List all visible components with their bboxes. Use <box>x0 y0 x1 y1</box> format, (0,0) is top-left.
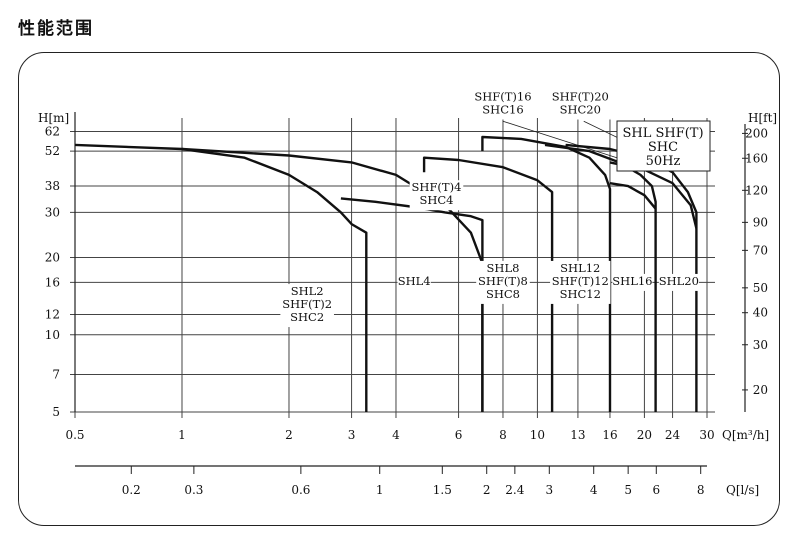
x2-tick-label: 2.4 <box>505 483 524 497</box>
y2-tick-label: 90 <box>753 215 768 229</box>
legend-box <box>616 120 711 172</box>
y-tick-label: 16 <box>45 275 60 289</box>
series-annotation: SHC8 <box>486 287 520 301</box>
legend-text: SHC <box>648 140 678 155</box>
x2-tick-label: 0.6 <box>291 483 310 497</box>
series-curve <box>544 143 657 412</box>
y-tick-label: 62 <box>45 125 60 139</box>
x-tick-label: 20 <box>637 428 652 442</box>
x2-tick-label: 6 <box>652 483 660 497</box>
x2-tick-label: 4 <box>590 483 598 497</box>
y-tick-label: 38 <box>45 179 60 193</box>
y-tick-label: 5 <box>52 405 60 419</box>
annotation-bg <box>658 273 699 291</box>
x2-axis-label: Q[l/s] <box>726 483 759 497</box>
series-curve <box>340 197 484 412</box>
chart-frame <box>18 52 780 526</box>
series-curve <box>74 143 368 412</box>
series-curve <box>481 135 612 412</box>
series-annotation: SHF(T)4 <box>412 180 462 194</box>
series-annotation: SHC16 <box>482 103 523 117</box>
x2-tick-label: 0.3 <box>184 483 203 497</box>
x2-tick-label: 0.2 <box>122 483 141 497</box>
y-tick-label: 52 <box>45 144 60 158</box>
x-tick-label: 16 <box>602 428 617 442</box>
x2-tick-label: 8 <box>697 483 705 497</box>
annotation-bg <box>550 260 611 304</box>
series-annotation: SHF(T)16 <box>474 90 531 104</box>
annotation-bg <box>280 284 334 328</box>
y-tick-label: 7 <box>52 368 60 382</box>
y-tick-label: 30 <box>45 205 60 219</box>
series-annotation: SHC4 <box>419 193 453 207</box>
series-annotation: SHF(T)2 <box>282 297 332 311</box>
series-annotation: SHC2 <box>290 310 324 324</box>
y2-tick-label: 40 <box>753 306 768 320</box>
series-annotation: SHF(T)12 <box>552 274 609 288</box>
annotation-bg <box>612 273 653 291</box>
y2-tick-label: 200 <box>745 126 768 140</box>
x-tick-label: 24 <box>665 428 681 442</box>
y2-axis-label: H[ft] <box>748 111 777 125</box>
x-tick-label: 2 <box>285 428 293 442</box>
series-curve <box>609 182 657 210</box>
series-annotation: SHF(T)20 <box>552 90 609 104</box>
x2-tick-label: 1 <box>376 483 384 497</box>
x-tick-label: 1 <box>178 428 186 442</box>
x2-tick-label: 5 <box>624 483 632 497</box>
series-annotation: SHL2 <box>291 284 324 298</box>
x2-tick-label: 1.5 <box>433 483 452 497</box>
y-axis-label: H[m] <box>38 111 69 125</box>
series-curve <box>565 143 698 412</box>
series-annotation: SHL4 <box>398 274 431 288</box>
y-tick-label: 20 <box>45 251 60 265</box>
annotation-bg <box>397 273 431 291</box>
x-tick-label: 10 <box>530 428 545 442</box>
annotation-bg <box>550 89 611 120</box>
series-annotation: SHF(T)8 <box>478 274 528 288</box>
annotation-bg <box>472 89 534 120</box>
leader-line <box>502 120 624 161</box>
y2-tick-label: 120 <box>745 183 768 197</box>
series-annotation: SHL16 <box>612 274 652 288</box>
x-tick-label: 3 <box>348 428 356 442</box>
x-tick-label: 6 <box>455 428 463 442</box>
x2-tick-label: 3 <box>545 483 553 497</box>
label-layer: SHL2SHF(T)2SHC2SHL4SHF(T)4SHC4SHL8SHF(T)… <box>280 89 711 328</box>
legend-text: SHL SHF(T) <box>622 126 703 141</box>
y2-tick-label: 20 <box>753 383 768 397</box>
x-tick-label: 0.5 <box>65 428 84 442</box>
series-annotation: SHL8 <box>487 261 520 275</box>
y2-tick-label: 50 <box>753 281 768 295</box>
y-tick-label: 10 <box>45 328 60 342</box>
x2-tick-label: 2 <box>483 483 491 497</box>
annotation-bg <box>409 180 464 211</box>
series-curve <box>422 156 554 412</box>
series-annotation: SHC12 <box>560 287 601 301</box>
y2-tick-label: 70 <box>753 243 768 257</box>
x-tick-label: 30 <box>699 428 714 442</box>
series-annotation: SHC20 <box>560 103 601 117</box>
page-title: 性能范围 <box>18 19 94 39</box>
y-tick-label: 12 <box>45 307 60 321</box>
x-tick-label: 13 <box>570 428 585 442</box>
x-tick-label: 4 <box>392 428 400 442</box>
annotation-bg <box>476 260 530 304</box>
series-annotation: SHL12 <box>560 261 600 275</box>
x-tick-label: 8 <box>499 428 507 442</box>
y2-tick-label: 30 <box>753 338 768 352</box>
series-annotation: SHL20 <box>659 274 699 288</box>
axis-layer: 571012162030385262H[m]203040507090120160… <box>38 111 777 497</box>
x-axis-label: Q[m³/h] <box>722 428 769 442</box>
legend-text: 50Hz <box>646 154 681 169</box>
y2-tick-label: 160 <box>745 151 768 165</box>
